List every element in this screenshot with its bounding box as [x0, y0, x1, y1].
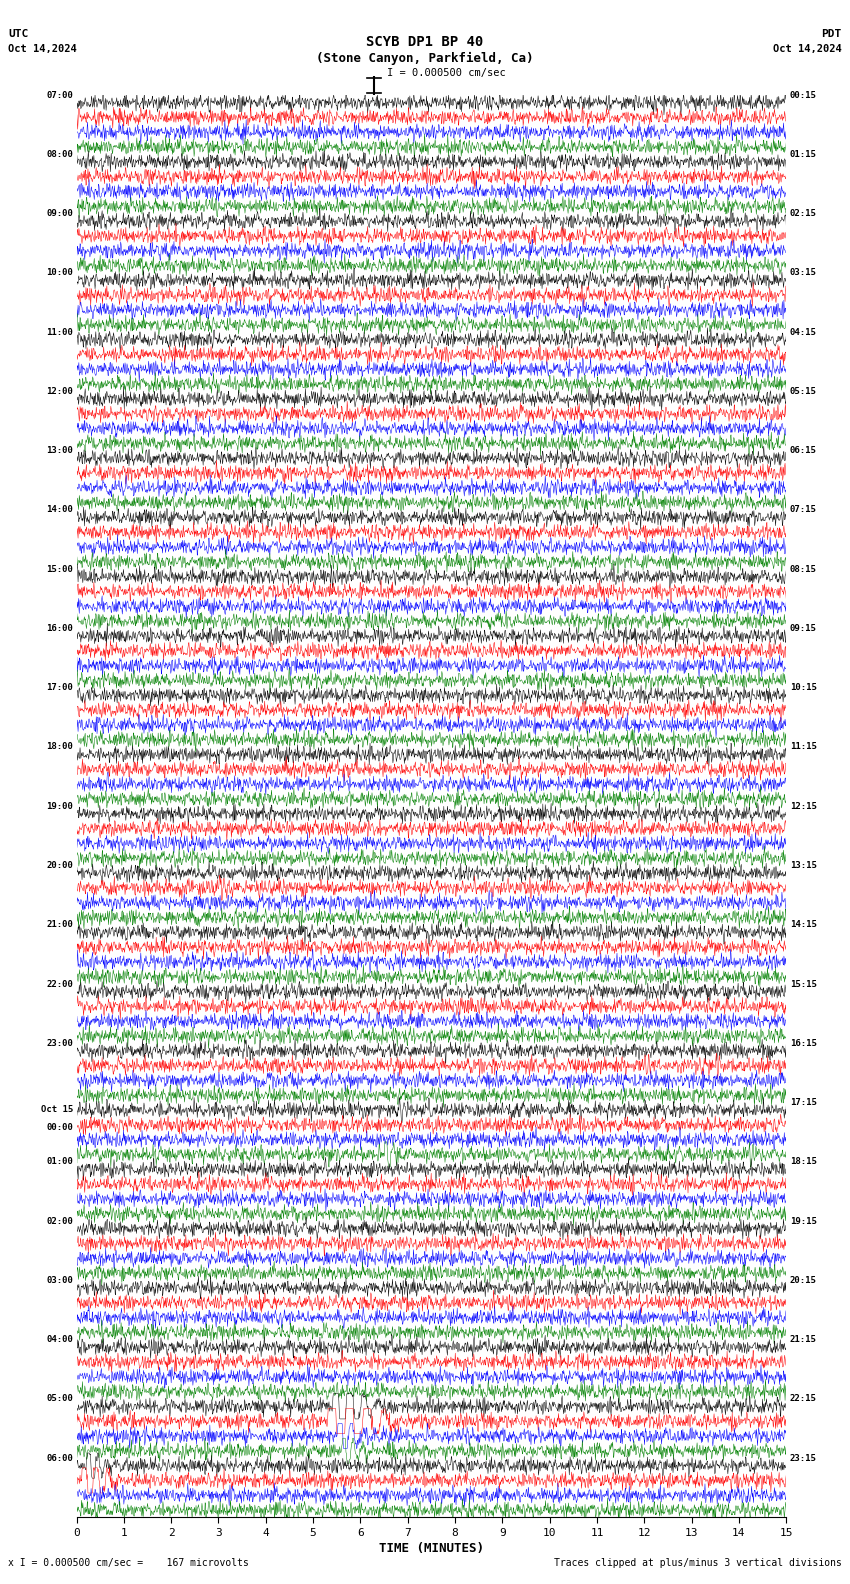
- Text: 10:15: 10:15: [790, 683, 817, 692]
- Text: 16:00: 16:00: [46, 624, 73, 634]
- Text: Oct 14,2024: Oct 14,2024: [8, 44, 77, 54]
- Text: 13:00: 13:00: [46, 447, 73, 455]
- Text: 15:15: 15:15: [790, 979, 817, 988]
- Text: 07:15: 07:15: [790, 505, 817, 515]
- Text: 11:15: 11:15: [790, 743, 817, 751]
- Text: 03:00: 03:00: [46, 1275, 73, 1285]
- Text: Oct 14,2024: Oct 14,2024: [773, 44, 842, 54]
- Text: 10:00: 10:00: [46, 268, 73, 277]
- Text: 04:15: 04:15: [790, 328, 817, 337]
- Text: 04:00: 04:00: [46, 1335, 73, 1345]
- Text: 13:15: 13:15: [790, 862, 817, 870]
- Text: 15:00: 15:00: [46, 564, 73, 573]
- Text: 00:00: 00:00: [46, 1123, 73, 1131]
- Text: 12:00: 12:00: [46, 386, 73, 396]
- Text: 18:00: 18:00: [46, 743, 73, 751]
- Text: 19:15: 19:15: [790, 1217, 817, 1226]
- Text: 06:15: 06:15: [790, 447, 817, 455]
- Text: 20:00: 20:00: [46, 862, 73, 870]
- Text: I = 0.000500 cm/sec: I = 0.000500 cm/sec: [387, 68, 506, 78]
- Text: 23:00: 23:00: [46, 1039, 73, 1049]
- Text: 08:15: 08:15: [790, 564, 817, 573]
- Text: SCYB DP1 BP 40: SCYB DP1 BP 40: [366, 35, 484, 49]
- Text: Traces clipped at plus/minus 3 vertical divisions: Traces clipped at plus/minus 3 vertical …: [553, 1559, 842, 1568]
- Text: UTC: UTC: [8, 29, 29, 38]
- Text: 02:15: 02:15: [790, 209, 817, 219]
- Text: 03:15: 03:15: [790, 268, 817, 277]
- Text: 06:00: 06:00: [46, 1454, 73, 1462]
- Text: 22:15: 22:15: [790, 1394, 817, 1403]
- Text: 18:15: 18:15: [790, 1158, 817, 1166]
- Text: 17:15: 17:15: [790, 1098, 817, 1107]
- Text: 08:00: 08:00: [46, 150, 73, 158]
- Text: 11:00: 11:00: [46, 328, 73, 337]
- Text: x I = 0.000500 cm/sec =    167 microvolts: x I = 0.000500 cm/sec = 167 microvolts: [8, 1559, 249, 1568]
- Text: 05:15: 05:15: [790, 386, 817, 396]
- Text: PDT: PDT: [821, 29, 842, 38]
- Text: 19:00: 19:00: [46, 802, 73, 811]
- Text: 21:15: 21:15: [790, 1335, 817, 1345]
- Text: Oct 15: Oct 15: [41, 1106, 73, 1115]
- Text: 23:15: 23:15: [790, 1454, 817, 1462]
- Text: 00:15: 00:15: [790, 90, 817, 100]
- X-axis label: TIME (MINUTES): TIME (MINUTES): [379, 1543, 484, 1555]
- Text: 01:15: 01:15: [790, 150, 817, 158]
- Text: 01:00: 01:00: [46, 1158, 73, 1166]
- Text: 20:15: 20:15: [790, 1275, 817, 1285]
- Text: 12:15: 12:15: [790, 802, 817, 811]
- Text: 05:00: 05:00: [46, 1394, 73, 1403]
- Text: 17:00: 17:00: [46, 683, 73, 692]
- Text: 16:15: 16:15: [790, 1039, 817, 1049]
- Text: 02:00: 02:00: [46, 1217, 73, 1226]
- Text: 07:00: 07:00: [46, 90, 73, 100]
- Text: 09:15: 09:15: [790, 624, 817, 634]
- Text: 14:15: 14:15: [790, 920, 817, 930]
- Text: (Stone Canyon, Parkfield, Ca): (Stone Canyon, Parkfield, Ca): [316, 52, 534, 65]
- Text: 14:00: 14:00: [46, 505, 73, 515]
- Text: 09:00: 09:00: [46, 209, 73, 219]
- Text: 22:00: 22:00: [46, 979, 73, 988]
- Text: 21:00: 21:00: [46, 920, 73, 930]
